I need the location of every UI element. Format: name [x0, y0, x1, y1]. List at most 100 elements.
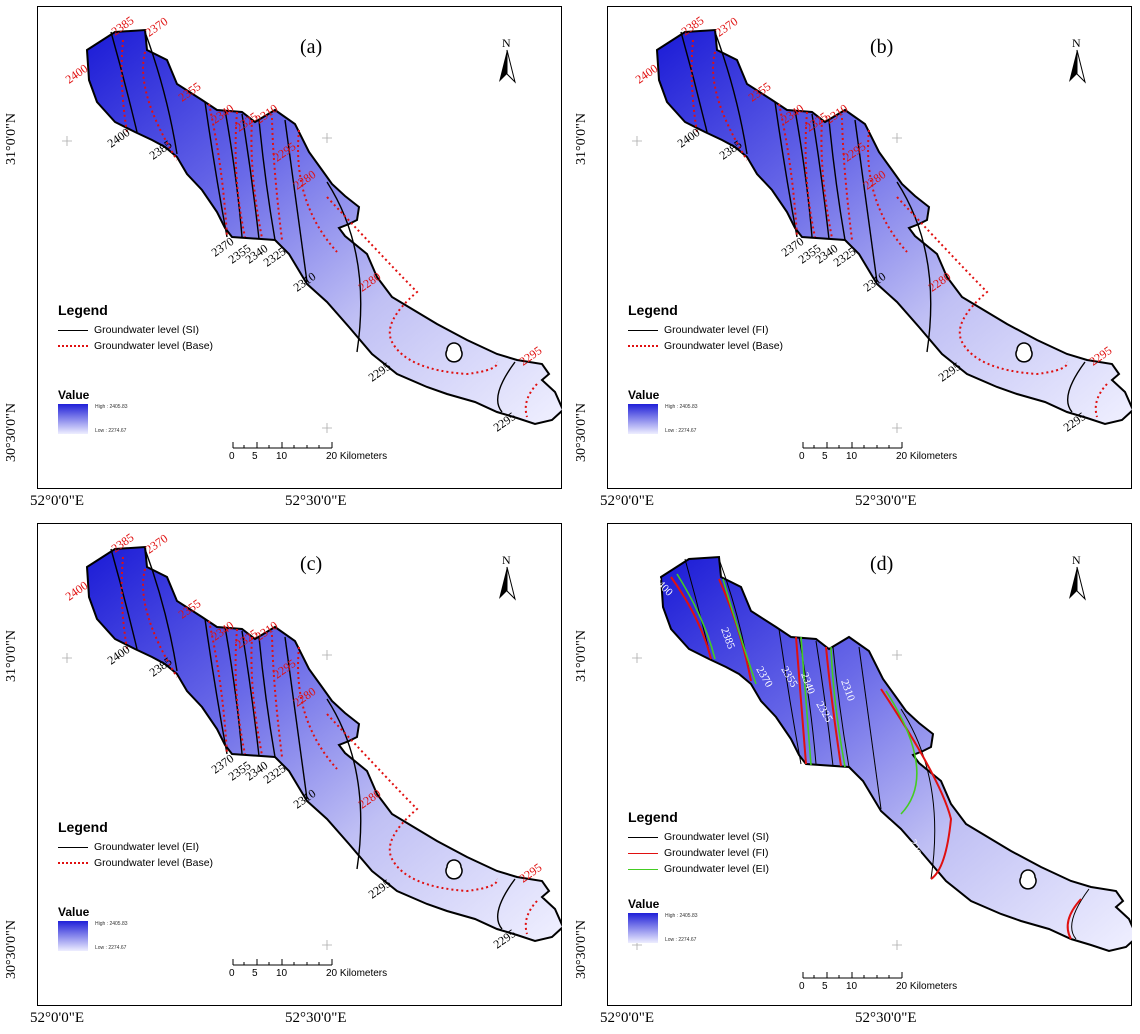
contour-line-black	[497, 361, 516, 413]
map-canvas: 2400 238523702355234023252310229522952385…	[62, 530, 562, 951]
graticule-mark	[62, 136, 72, 146]
legend-swatch	[628, 868, 658, 870]
value-low: Low : 2274.67	[95, 945, 127, 951]
value-color-ramp	[58, 921, 88, 951]
contour-line-ei	[830, 646, 846, 768]
contour-line-si	[900, 708, 936, 880]
contour-line-black	[144, 548, 178, 672]
contour-line-base	[208, 620, 228, 755]
contour-line-black	[204, 101, 228, 238]
legend-title: Legend	[628, 809, 678, 825]
contour-line-base	[250, 119, 263, 239]
scale-tick-label: 0	[799, 451, 805, 462]
graticule-mark	[892, 940, 902, 950]
svg-text:N: N	[1072, 36, 1081, 50]
lat-label-top: 31°0'0"N	[4, 630, 19, 682]
contour-line-black	[714, 31, 748, 155]
contour-line-base	[841, 117, 853, 241]
contour-line-base	[234, 111, 246, 238]
contour-line-black	[284, 636, 308, 800]
panel-label: (b)	[870, 36, 894, 58]
legend-label: Groundwater level (Base)	[94, 857, 214, 869]
study-area-polygon	[85, 545, 562, 943]
scale-tick-label: 10	[846, 451, 858, 462]
contour-line-black	[828, 119, 846, 241]
value-title: Value	[628, 897, 660, 911]
contour-line-base	[208, 103, 228, 238]
legend-swatch	[58, 345, 88, 347]
graticule-mark	[892, 650, 902, 660]
lat-label-top: 31°0'0"N	[574, 630, 589, 682]
legend-item: Groundwater level (SI)	[628, 831, 769, 843]
legend-swatch	[628, 852, 658, 854]
legend-item: Groundwater level (FI)	[628, 847, 768, 859]
graticule-mark	[892, 133, 902, 143]
contour-line-base	[120, 556, 128, 650]
value-high: High : 2405.83	[95, 921, 128, 927]
lon-label-right: 52°30'0"E	[855, 493, 917, 509]
lon-label-left: 52°0'0"E	[600, 493, 654, 509]
legend-item: Groundwater level (Base)	[628, 340, 783, 352]
map-canvas: 2400 238523702355234023252310229522952385…	[632, 13, 1132, 434]
lon-label-left: 52°0'0"E	[30, 1010, 84, 1026]
contour-line-black	[241, 630, 260, 757]
study-area-polygon	[659, 555, 1132, 953]
north-arrow-icon: N	[495, 553, 519, 608]
legend-label: Groundwater level (SI)	[94, 324, 200, 336]
contour-line-ei	[885, 690, 918, 815]
study-area-polygon	[85, 28, 562, 426]
contour-line-fi	[1066, 898, 1082, 940]
contour-line-black	[110, 548, 138, 650]
contour-line-fi	[795, 636, 807, 765]
scale-tick-label: 20 Kilometers	[326, 451, 388, 462]
map-canvas: 2400 238523702355234023252310229522952385…	[62, 13, 562, 434]
legend-label: Groundwater level (SI)	[664, 831, 770, 843]
scale-tick-label: 5	[252, 451, 258, 462]
contour-line-base	[120, 39, 128, 133]
scale-bar	[232, 954, 342, 972]
svg-text:N: N	[1072, 553, 1081, 567]
north-arrow-icon: N	[495, 36, 519, 91]
legend-item: Groundwater level (Base)	[58, 857, 213, 869]
scale-tick-label: 5	[822, 981, 828, 992]
legend-item: Groundwater level (EI)	[58, 841, 199, 853]
contour-label-base: 2400	[63, 61, 91, 86]
scale-bar	[802, 967, 912, 985]
contour-line-base	[271, 634, 283, 758]
contour-line-si	[832, 646, 850, 768]
scale-tick-label: 10	[276, 451, 288, 462]
contour-line-black	[326, 181, 362, 353]
contour-line-base	[690, 39, 698, 133]
lon-label-left: 52°0'0"E	[600, 1010, 654, 1026]
graticule-mark	[62, 653, 72, 663]
contour-line-si	[815, 640, 834, 767]
map-panel-d: 2400 2385 2370 2355 2340 2325 2310 2295 2295 (d) N…	[570, 517, 1140, 1034]
contour-line-ei	[676, 573, 716, 660]
contour-line-fi	[825, 646, 842, 767]
contour-line-black	[774, 101, 798, 238]
graticule-mark	[322, 133, 332, 143]
scale-tick-label: 5	[252, 968, 258, 979]
north-arrow-icon: N	[1065, 553, 1089, 608]
graticule-mark	[322, 423, 332, 433]
contour-line-black	[794, 109, 813, 238]
scale-tick-label: 20 Kilometers	[896, 451, 958, 462]
legend-label: Groundwater level (EI)	[664, 863, 770, 875]
value-low: Low : 2274.67	[95, 428, 127, 434]
contour-line-base	[867, 129, 908, 253]
panel-label: (c)	[300, 553, 323, 575]
lat-label-top: 31°0'0"N	[4, 113, 19, 165]
legend-item: Groundwater level (EI)	[628, 863, 769, 875]
lat-label-bottom: 30°30'0"N	[4, 403, 19, 462]
study-area-polygon	[655, 28, 1132, 426]
notch-shape	[1015, 342, 1033, 363]
contour-line-black	[258, 636, 276, 758]
legend-label: Groundwater level (Base)	[94, 340, 214, 352]
lon-label-right: 52°30'0"E	[285, 1010, 347, 1026]
contour-line-black	[497, 878, 516, 930]
graticule-mark	[632, 653, 642, 663]
graticule-mark	[892, 423, 902, 433]
scale-tick-label: 10	[276, 968, 288, 979]
legend-label: Groundwater level (EI)	[94, 841, 200, 853]
